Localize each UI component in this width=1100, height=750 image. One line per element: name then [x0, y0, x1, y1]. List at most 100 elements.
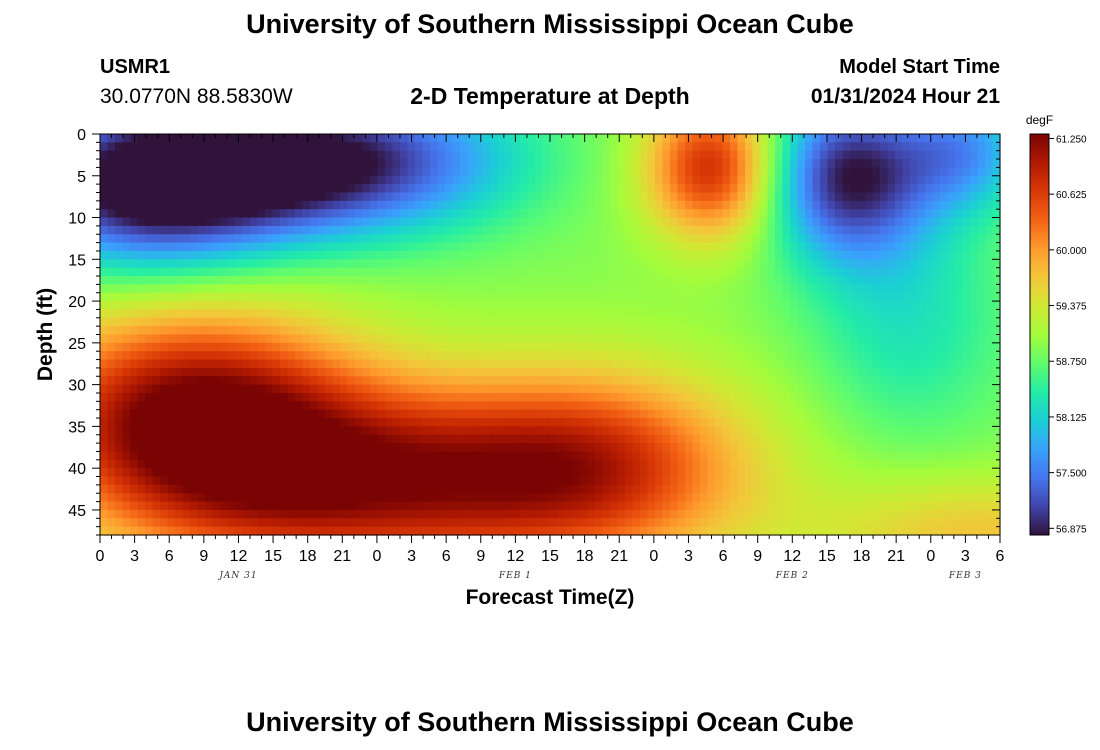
heatmap-cell	[115, 234, 124, 244]
heatmap-cell	[925, 200, 934, 210]
heatmap-cell	[287, 434, 296, 444]
heatmap-cell	[857, 451, 866, 461]
heatmap-cell	[722, 175, 731, 185]
heatmap-cell	[220, 217, 229, 227]
heatmap-cell	[610, 309, 619, 319]
heatmap-cell	[760, 426, 769, 436]
heatmap-cell	[902, 434, 911, 444]
heatmap-cell	[137, 384, 146, 394]
heatmap-cell	[310, 459, 319, 469]
heatmap-cell	[640, 142, 649, 152]
heatmap-cell	[332, 292, 341, 302]
heatmap-cell	[280, 459, 289, 469]
heatmap-cell	[220, 351, 229, 361]
heatmap-cell	[977, 384, 986, 394]
heatmap-cell	[287, 443, 296, 453]
heatmap-cell	[467, 367, 476, 377]
heatmap-cell	[407, 359, 416, 369]
heatmap-cell	[970, 451, 979, 461]
heatmap-cell	[677, 451, 686, 461]
heatmap-cell	[265, 309, 274, 319]
heatmap-cell	[640, 184, 649, 194]
heatmap-cell	[977, 418, 986, 427]
heatmap-cell	[175, 301, 184, 311]
heatmap-cell	[910, 326, 919, 336]
heatmap-cell	[460, 476, 469, 486]
heatmap-cell	[842, 459, 851, 469]
heatmap-cell	[115, 401, 124, 411]
heatmap-cell	[955, 276, 964, 285]
heatmap-cell	[287, 159, 296, 169]
heatmap-cell	[250, 276, 259, 285]
heatmap-cell	[865, 301, 874, 311]
heatmap-cell	[715, 334, 724, 344]
heatmap-cell	[377, 209, 386, 219]
heatmap-cell	[407, 292, 416, 302]
heatmap-cell	[430, 359, 439, 369]
heatmap-cell	[370, 459, 379, 469]
heatmap-cell	[535, 159, 544, 169]
heatmap-cell	[895, 434, 904, 444]
heatmap-cell	[160, 192, 169, 202]
heatmap-cell	[692, 334, 701, 344]
heatmap-cell	[445, 309, 454, 319]
heatmap-cell	[685, 159, 694, 169]
heatmap-cell	[962, 209, 971, 219]
heatmap-cell	[692, 426, 701, 436]
heatmap-cell	[745, 150, 754, 160]
heatmap-cell	[640, 418, 649, 427]
heatmap-cell	[122, 159, 131, 169]
heatmap-cell	[887, 184, 896, 194]
heatmap-cell	[610, 184, 619, 194]
heatmap-cell	[722, 326, 731, 336]
heatmap-cell	[227, 134, 236, 143]
heatmap-cell	[317, 317, 326, 327]
heatmap-cell	[632, 301, 641, 311]
heatmap-cell	[647, 334, 656, 344]
heatmap-cell	[227, 301, 236, 311]
heatmap-cell	[760, 209, 769, 219]
heatmap-cell	[242, 134, 251, 143]
heatmap-cell	[647, 351, 656, 361]
heatmap-cell	[347, 301, 356, 311]
heatmap-cell	[325, 359, 334, 369]
heatmap-cell	[437, 476, 446, 486]
heatmap-cell	[175, 468, 184, 478]
heatmap-cell	[265, 451, 274, 461]
heatmap-cell	[250, 468, 259, 478]
heatmap-cell	[797, 326, 806, 336]
heatmap-cell	[122, 267, 131, 277]
heatmap-cell	[407, 184, 416, 194]
heatmap-cell	[925, 342, 934, 352]
heatmap-cell	[557, 401, 566, 411]
heatmap-cell	[722, 334, 731, 344]
heatmap-cell	[482, 476, 491, 486]
heatmap-cell	[310, 451, 319, 461]
heatmap-cell	[707, 276, 716, 285]
heatmap-cell	[805, 259, 814, 269]
heatmap-cell	[782, 267, 791, 277]
heatmap-cell	[377, 351, 386, 361]
heatmap-cell	[760, 392, 769, 402]
heatmap-cell	[460, 209, 469, 219]
heatmap-cell	[677, 250, 686, 260]
heatmap-cell	[872, 276, 881, 285]
heatmap-cell	[160, 292, 169, 302]
heatmap-cell	[542, 184, 551, 194]
heatmap-cell	[857, 142, 866, 152]
heatmap-cell	[625, 317, 634, 327]
heatmap-cell	[505, 159, 514, 169]
heatmap-cell	[647, 134, 656, 143]
heatmap-cell	[895, 326, 904, 336]
heatmap-cell	[760, 401, 769, 411]
heatmap-cell	[955, 175, 964, 185]
heatmap-cell	[400, 301, 409, 311]
heatmap-cell	[332, 259, 341, 269]
heatmap-cell	[280, 167, 289, 177]
heatmap-cell	[700, 434, 709, 444]
heatmap-cell	[385, 167, 394, 177]
heatmap-cell	[490, 468, 499, 478]
heatmap-cell	[940, 200, 949, 210]
heatmap-cell	[610, 392, 619, 402]
heatmap-cell	[400, 459, 409, 469]
